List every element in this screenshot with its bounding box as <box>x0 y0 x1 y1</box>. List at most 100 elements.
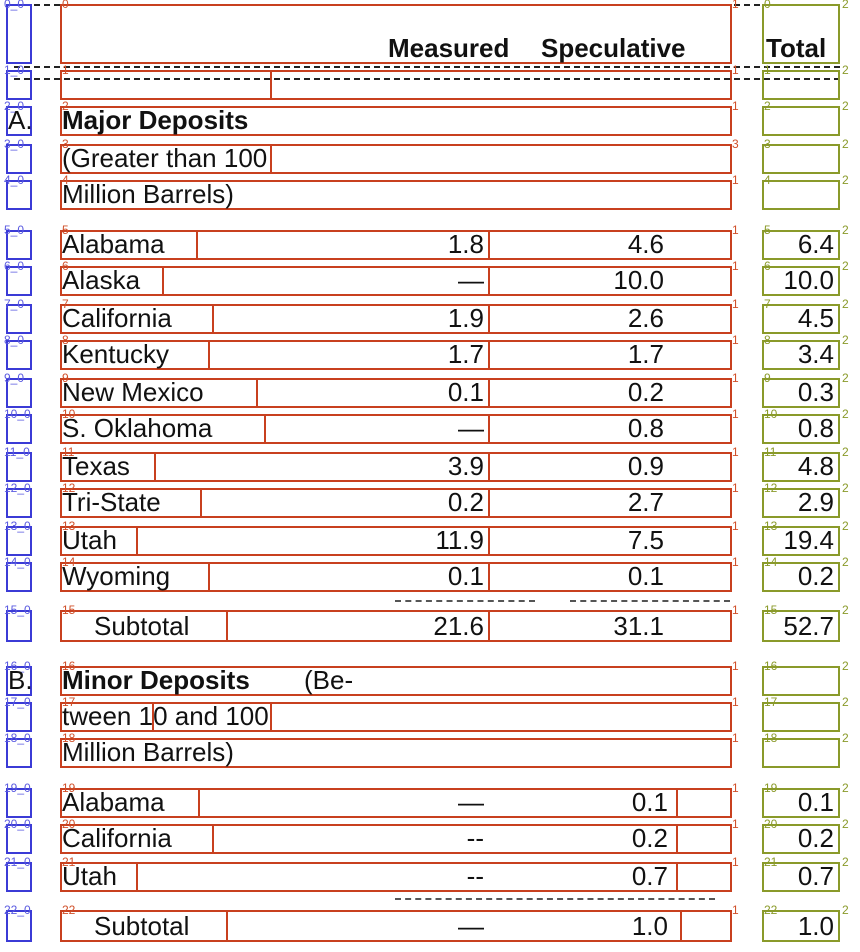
row-index-box <box>6 488 32 518</box>
row-total-end-label: 2 <box>842 481 849 495</box>
row-index-box <box>6 144 32 174</box>
header-mid-rule <box>14 66 840 68</box>
row-total-label: 0 <box>764 0 771 11</box>
cell-divider <box>488 378 490 408</box>
cell-divider <box>136 526 138 556</box>
row-index-label: 18_0 <box>4 731 31 745</box>
cell-divider <box>488 266 490 296</box>
row-total-label: 11 <box>764 445 777 459</box>
row-content-end-label: 1 <box>732 0 739 11</box>
row-content-end-label: 1 <box>732 519 739 533</box>
row-index-label: 20_0 <box>4 817 31 831</box>
measured-value: 1.7 <box>447 339 484 369</box>
measured-value: 11.9 <box>435 525 484 555</box>
row-total-box <box>762 610 840 642</box>
row-content-box <box>60 266 732 296</box>
row-total-label: 7 <box>764 297 771 311</box>
cell-divider <box>270 144 272 174</box>
row-content-end-label: 3 <box>732 137 739 151</box>
cell-divider <box>676 862 678 892</box>
row-total-box <box>762 106 840 136</box>
row-total-end-label: 2 <box>842 259 849 273</box>
total-value: 0.1 <box>797 787 834 817</box>
row-index-box <box>6 414 32 444</box>
row-index-label: 10_0 <box>4 407 31 421</box>
row-content-end-label: 1 <box>732 817 739 831</box>
row-total-end-label: 2 <box>842 903 849 917</box>
subtotal-label: Subtotal <box>94 911 190 941</box>
row-total-box <box>762 562 840 592</box>
total-value: 4.8 <box>797 451 834 481</box>
row-index-box <box>6 862 32 892</box>
speculative-value: 0.2 <box>631 823 668 853</box>
total-value: 0.8 <box>797 413 834 443</box>
row-total-label: 2 <box>764 99 771 113</box>
cell-divider <box>200 488 202 518</box>
row-content-label: 14 <box>62 555 76 569</box>
speculative-value: 7.5 <box>627 525 664 555</box>
row-total-end-label: 2 <box>842 817 849 831</box>
row-content-end-label: 1 <box>732 173 739 187</box>
row-index-box <box>6 340 32 370</box>
row-index-label: 16_0 <box>4 659 31 673</box>
row-index-label: 14_0 <box>4 555 31 569</box>
state-name: Tri-State <box>62 487 161 517</box>
row-content-box <box>60 452 732 482</box>
row-total-box <box>762 414 840 444</box>
speculative-value: 0.2 <box>627 377 664 407</box>
cell-divider <box>256 378 258 408</box>
row-content-end-label: 1 <box>732 99 739 113</box>
row-content-end-label: 1 <box>732 903 739 917</box>
cell-divider <box>198 788 200 818</box>
row-total-label: 10 <box>764 407 778 421</box>
row-index-box <box>6 266 32 296</box>
subtotal-speculative: 31.1 <box>613 611 664 641</box>
row-content-label: 20 <box>62 817 76 831</box>
subtotal-total: 52.7 <box>783 611 834 641</box>
speculative-value: 2.7 <box>627 487 664 517</box>
row-total-end-label: 2 <box>842 695 849 709</box>
row-content-box <box>60 106 732 136</box>
cell-divider <box>676 788 678 818</box>
row-content-end-label: 1 <box>732 333 739 347</box>
state-name: California <box>62 303 172 333</box>
row-total-box <box>762 488 840 518</box>
subtotal-total: 1.0 <box>797 911 834 941</box>
row-index-label: 13_0 <box>4 519 31 533</box>
row-index-label: 11_0 <box>4 445 30 459</box>
row-content-label: 15 <box>62 603 76 617</box>
row-index-label: 19_0 <box>4 781 31 795</box>
row-total-end-label: 2 <box>842 519 849 533</box>
row-index-box <box>6 526 32 556</box>
row-index-box <box>6 824 32 854</box>
row-content-box <box>60 70 732 100</box>
row-index-label: 9_0 <box>4 371 25 385</box>
row-total-end-label: 2 <box>842 781 849 795</box>
row-total-box <box>762 180 840 210</box>
row-total-box <box>762 340 840 370</box>
total-value: 19.4 <box>783 525 834 555</box>
row-content-end-label: 1 <box>732 731 739 745</box>
row-total-end-label: 2 <box>842 603 849 617</box>
measured-value: 1.8 <box>447 229 484 259</box>
row-index-label: 4_0 <box>4 173 25 187</box>
cell-divider <box>680 910 682 942</box>
state-name: Kentucky <box>62 339 169 369</box>
cell-divider <box>488 414 490 444</box>
subtotal-rule-speculative <box>570 600 730 602</box>
row-content-box <box>60 144 732 174</box>
row-total-box <box>762 230 840 260</box>
row-content-box <box>60 414 732 444</box>
total-value: 0.2 <box>797 823 834 853</box>
row-content-box <box>60 340 732 370</box>
row-total-end-label: 2 <box>842 855 849 869</box>
row-index-box <box>6 4 32 64</box>
row-content-label: 1 <box>62 63 69 77</box>
row-content-label: 22 <box>62 903 76 917</box>
measured-value: — <box>458 265 484 295</box>
cell-divider <box>676 824 678 854</box>
row-total-end-label: 2 <box>842 333 849 347</box>
cell-divider <box>212 824 214 854</box>
row-index-box <box>6 702 32 732</box>
state-name: California <box>62 823 172 853</box>
